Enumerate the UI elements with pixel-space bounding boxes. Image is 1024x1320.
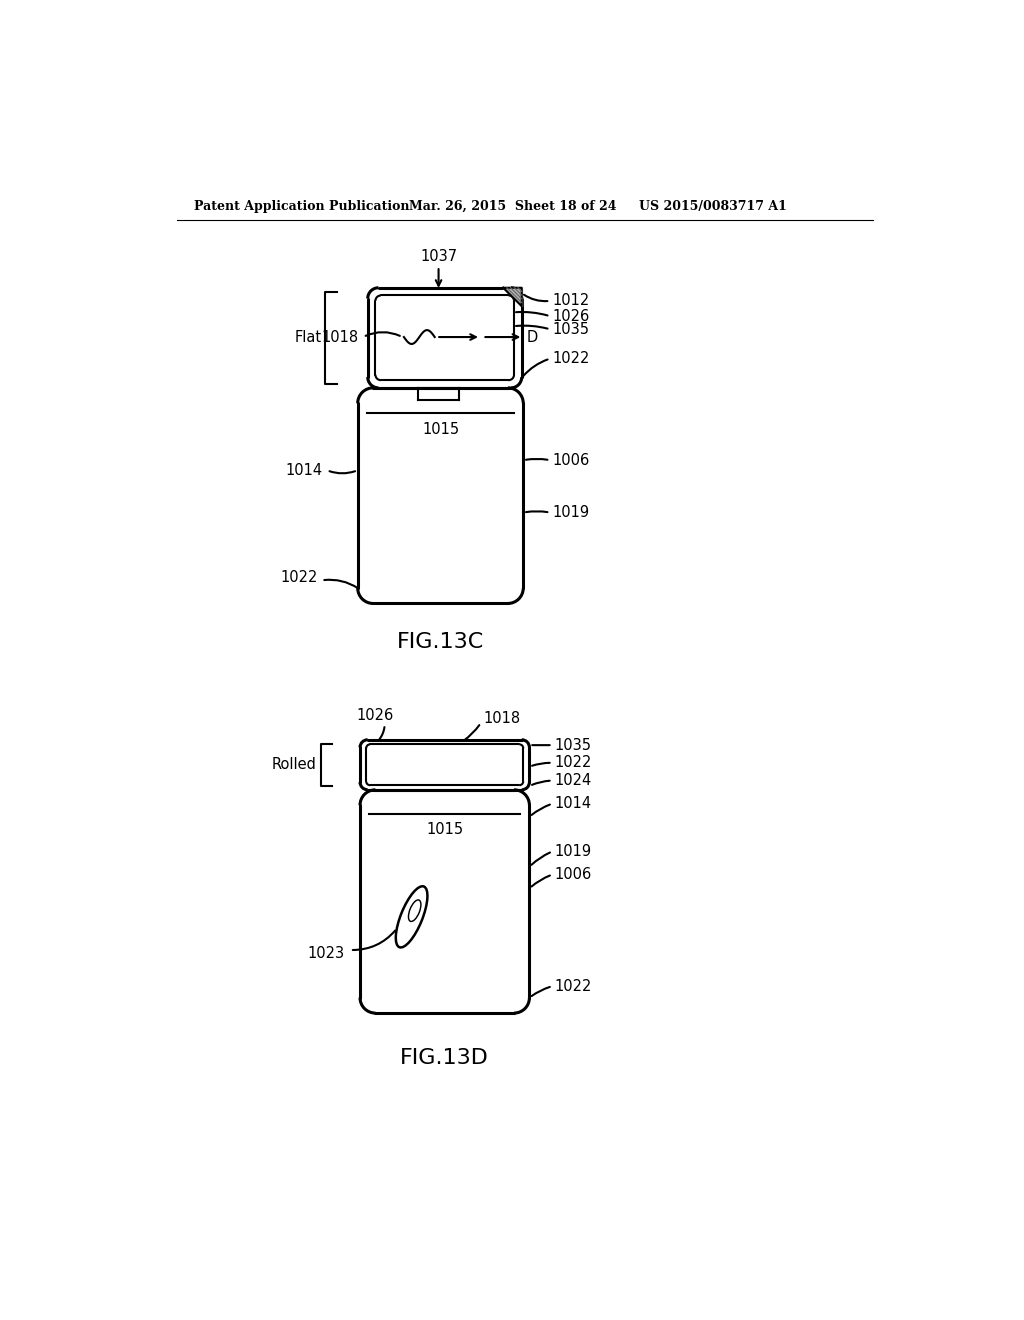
Text: 1006: 1006	[555, 867, 592, 882]
Text: 1019: 1019	[555, 843, 592, 859]
Text: Mar. 26, 2015  Sheet 18 of 24: Mar. 26, 2015 Sheet 18 of 24	[410, 199, 616, 213]
Text: 1022: 1022	[281, 570, 317, 585]
Text: D: D	[526, 330, 538, 345]
Text: US 2015/0083717 A1: US 2015/0083717 A1	[639, 199, 786, 213]
Text: Rolled: Rolled	[272, 756, 316, 772]
Text: 1006: 1006	[553, 453, 590, 467]
Text: 1026: 1026	[356, 709, 394, 723]
Text: 1023: 1023	[307, 946, 345, 961]
Text: 1014: 1014	[286, 463, 323, 478]
Text: 1018: 1018	[322, 330, 358, 345]
Text: 1012: 1012	[553, 293, 590, 309]
Text: Patent Application Publication: Patent Application Publication	[194, 199, 410, 213]
Text: 1022: 1022	[555, 755, 592, 771]
Text: Flat: Flat	[294, 330, 322, 346]
Polygon shape	[503, 288, 521, 306]
Text: 1024: 1024	[555, 774, 592, 788]
Text: 1014: 1014	[555, 796, 592, 812]
Text: 1019: 1019	[553, 506, 590, 520]
Text: 1037: 1037	[420, 249, 457, 264]
Text: 1022: 1022	[555, 978, 592, 994]
Text: 1015: 1015	[422, 422, 460, 437]
Text: 1026: 1026	[553, 309, 590, 323]
Text: FIG.13C: FIG.13C	[397, 632, 484, 652]
Text: FIG.13D: FIG.13D	[400, 1048, 489, 1068]
Text: 1018: 1018	[483, 711, 520, 726]
Text: 1035: 1035	[553, 322, 590, 337]
Text: 1022: 1022	[553, 351, 590, 366]
Text: 1035: 1035	[555, 738, 592, 752]
Text: 1015: 1015	[426, 822, 463, 837]
